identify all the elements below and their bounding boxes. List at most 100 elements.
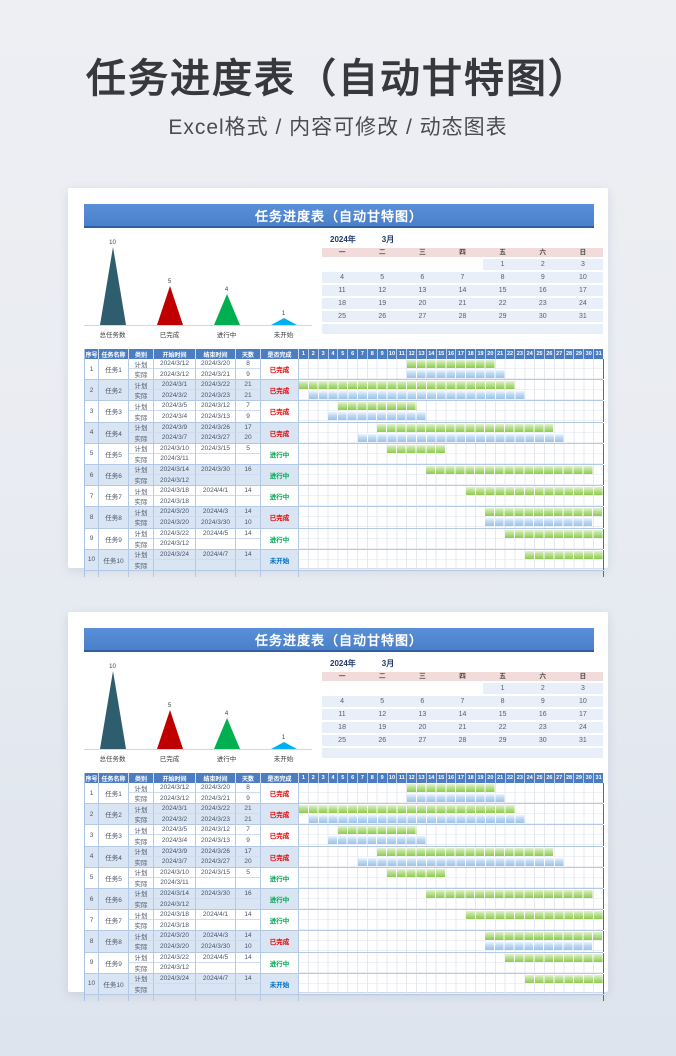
start-date-cell: 2024/3/7 (154, 432, 196, 443)
end-date-cell: 2024/3/30 (196, 888, 236, 900)
task-name-cell: 任务7 (99, 910, 129, 931)
task-name-cell: 任务3 (99, 401, 129, 422)
gantt-bar-plan (406, 784, 496, 792)
task-no-cell: 3 (85, 825, 99, 846)
calendar-week-row: 4 5 6 7 8 9 10 (322, 695, 603, 708)
task-row: 10 任务10 计划 2024/3/24 2024/4/7 14 未开始 实际 (85, 549, 604, 571)
gantt-day-number: 11 (397, 349, 408, 359)
gantt-bar-plan (465, 487, 603, 496)
gantt-table-header: 序号 任务名称 类别 开始时间 结束时间 天数 是否完成 1 2 3 4 5 6 7 8 9 10… (85, 349, 604, 359)
chart-value-label: 10 (109, 240, 116, 246)
calendar-date-cell: 24 (562, 721, 603, 734)
end-date-cell: 2024/3/26 (196, 846, 236, 857)
end-date-cell: 2024/3/15 (196, 443, 236, 454)
gantt-day-number: 4 (329, 349, 339, 359)
days-cell: 7 (236, 825, 261, 836)
gantt-row (299, 846, 604, 867)
gantt-day-number: 13 (417, 773, 427, 783)
end-date-cell: 2024/3/20 (196, 359, 236, 370)
status-cell: 进行中 (261, 888, 299, 910)
page-title: 任务进度表（自动甘特图） (86, 57, 590, 101)
start-date-cell: 2024/3/2 (154, 390, 196, 401)
gantt-row (299, 783, 604, 804)
end-date-cell: 2024/3/20 (196, 783, 236, 794)
task-name-cell: 任务8 (99, 931, 129, 952)
task-row: 4 任务4 计划 2024/3/9 2024/3/26 17 已完成 实际 2024/3/7 20… (85, 422, 604, 444)
days-cell (236, 559, 261, 570)
task-name-cell: 任务9 (99, 528, 129, 549)
calendar-date-cell: 28 (442, 310, 483, 323)
start-date-cell: 2024/3/12 (154, 475, 196, 486)
calendar-date-cell: 13 (402, 284, 443, 297)
start-date-cell: 2024/3/5 (154, 825, 196, 836)
calendar-date-cell: 5 (362, 695, 403, 708)
days-cell: 17 (236, 422, 261, 433)
row-type-cell: 实际 (129, 856, 154, 867)
calendar-caption: 2024年 3月 (322, 657, 603, 670)
calendar-date-cell (442, 259, 482, 271)
calendar-date-cell: 22 (482, 721, 523, 734)
hero-section: 任务进度表（自动甘特图） Excel格式 / 内容可修改 / 动态图表 (0, 0, 676, 141)
status-cell: 进行中 (261, 464, 299, 486)
gantt-row (299, 380, 604, 401)
task-row: 10 任务10 计划 2024/3/24 2024/4/7 14 未开始 实际 (85, 973, 604, 995)
calendar-week-row: 4 5 6 7 8 9 10 (322, 271, 603, 284)
calendar-date-cell: 20 (402, 721, 443, 734)
month-calendar: 2024年 3月 一二三四五六日 1 2 3 4 5 6 7 8 9 10 11 12 13 14 15 16… (322, 657, 603, 769)
header-task-name: 任务名称 (99, 349, 129, 359)
gantt-bar-plan (504, 529, 603, 538)
spreadsheet-preview-card: 任务进度表（自动甘特图） 10 5 4 1 总任务数 已完成 进行中 未开始 2024年 3… (68, 612, 608, 1001)
gantt-row (299, 528, 604, 549)
task-no-cell: 10 (85, 549, 99, 570)
start-date-cell: 2024/3/1 (154, 380, 196, 391)
row-type-cell: 计划 (129, 804, 154, 815)
status-cell: 未开始 (261, 549, 299, 570)
calendar-date-cell: 4 (322, 695, 363, 708)
chart-plot-area: 10 5 4 1 (84, 662, 312, 750)
header-end-date: 结束时间 (196, 773, 236, 783)
gantt-day-number: 9 (378, 349, 388, 359)
gantt-bar-actual (308, 815, 525, 824)
empty-tail-row (85, 570, 604, 577)
header-status: 是否完成 (261, 349, 299, 359)
gantt-day-number: 3 (319, 773, 329, 783)
days-cell (236, 983, 261, 994)
task-no-cell: 2 (85, 804, 99, 825)
calendar-date-cell: 28 (442, 734, 483, 747)
end-date-cell (196, 496, 236, 507)
calendar-weekday-cell: 四 (459, 249, 466, 256)
task-row: 6 任务6 计划 2024/3/14 2024/3/30 16 进行中 实际 2024/3/12 (85, 888, 604, 911)
calendar-weekday-cell: 二 (378, 249, 386, 256)
task-no-cell: 6 (85, 888, 99, 910)
calendar-weekday-cell: 二 (378, 673, 386, 680)
start-date-cell: 2024/3/18 (154, 910, 196, 921)
days-cell (236, 453, 261, 464)
calendar-date-cell (402, 683, 442, 695)
spreadsheet-preview-card: 任务进度表（自动甘特图） 10 5 4 1 总任务数 已完成 进行中 未开始 2024年 3… (68, 188, 608, 577)
gantt-table-body: 1 任务1 计划 2024/3/12 2024/3/20 8 已完成 实际 2024/3/12 2… (85, 783, 604, 995)
chart-category-label: 总任务数 (99, 332, 126, 339)
start-date-cell: 2024/3/22 (154, 952, 196, 963)
task-row: 2 任务2 计划 2024/3/1 2024/3/22 21 已完成 实际 2024/3/2 20… (85, 804, 604, 826)
days-cell: 14 (236, 507, 261, 518)
calendar-date-cell: 9 (522, 695, 563, 708)
gantt-table-body: 1 任务1 计划 2024/3/12 2024/3/20 8 已完成 实际 2024/3/12 2… (85, 359, 604, 571)
gantt-bar-plan (338, 826, 417, 835)
gantt-row (299, 401, 604, 422)
task-row: 6 任务6 计划 2024/3/14 2024/3/30 16 进行中 实际 2024/3/12 (85, 464, 604, 487)
end-date-cell: 2024/3/21 (196, 793, 236, 804)
days-cell (236, 920, 261, 931)
row-type-cell: 计划 (129, 888, 154, 900)
row-type-cell: 实际 (129, 962, 154, 973)
task-row: 7 任务7 计划 2024/3/18 2024/4/1 14 进行中 实际 2024/3/18 (85, 910, 604, 932)
calendar-week-row: 25 26 27 28 29 30 31 (322, 310, 603, 323)
calendar-empty-strip (322, 324, 603, 335)
gantt-row (299, 910, 604, 931)
task-no-cell: 1 (85, 359, 99, 380)
gantt-day-number: 8 (368, 349, 378, 359)
start-date-cell: 2024/3/14 (154, 888, 196, 900)
calendar-body: 1 2 3 4 5 6 7 8 9 10 11 12 13 14 15 16 17 18 19 20 21 22 23 24 2… (322, 682, 603, 759)
chart-slot: 1 (255, 311, 312, 325)
start-date-cell: 2024/3/11 (154, 877, 196, 888)
